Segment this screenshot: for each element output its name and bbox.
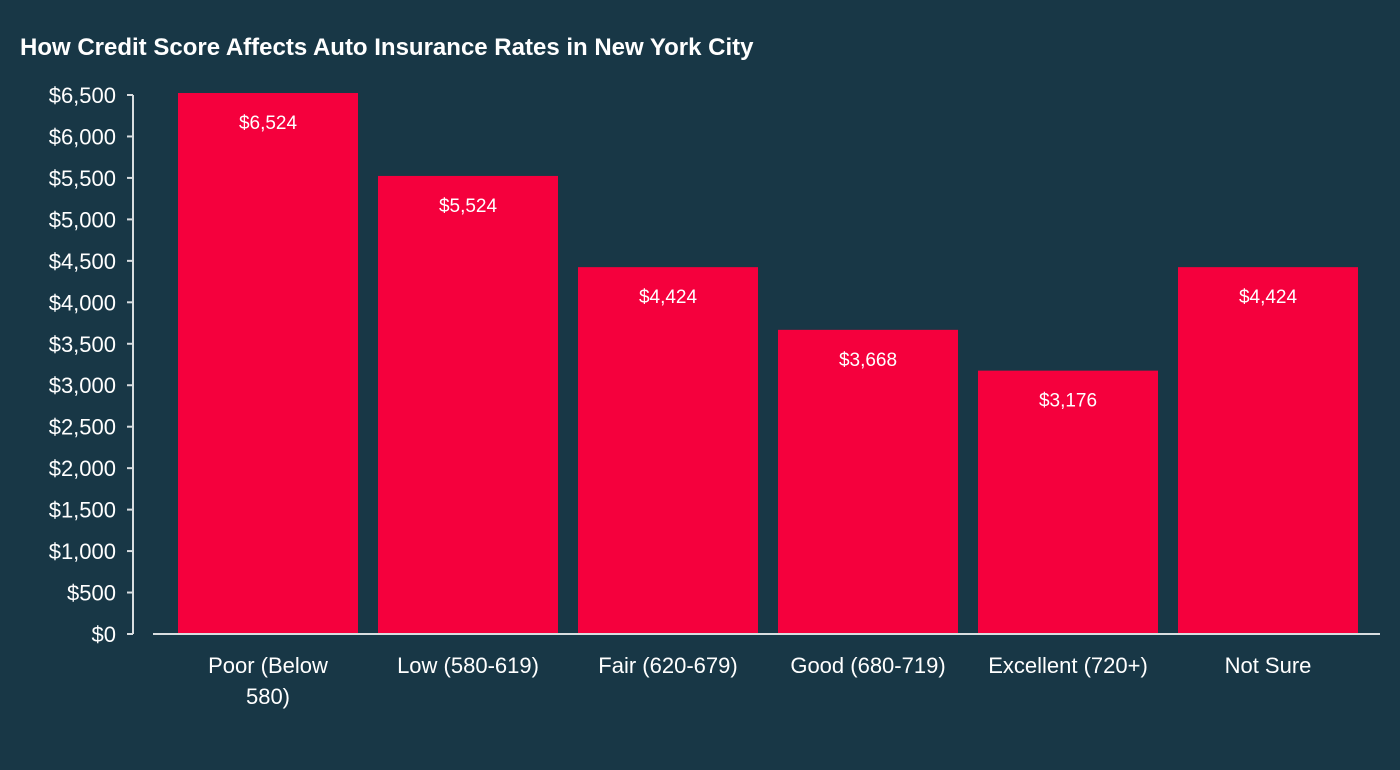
x-axis: Poor (Below 580) Low (580-619) Fair (620-67…: [153, 633, 1380, 709]
bar-value-label: $6,524: [239, 113, 298, 134]
bar-value-label: $4,424: [1239, 287, 1298, 308]
x-category-label: Excellent (720+): [988, 653, 1148, 678]
bar-value-label: $4,424: [639, 287, 698, 308]
y-tick-label: $1,000: [49, 539, 116, 564]
y-tick-label: $5,000: [49, 207, 116, 232]
y-tick-label: $4,000: [49, 290, 116, 315]
y-tick-label: $4,500: [49, 249, 116, 274]
bar-value-label: $3,176: [1039, 391, 1097, 412]
x-category-label: 580): [246, 684, 290, 709]
y-tick-label: $3,500: [49, 332, 116, 357]
y-tick-label: $3,000: [49, 373, 116, 398]
y-tick-label: $1,500: [49, 498, 116, 523]
bar: [1178, 267, 1358, 634]
y-tick-label: $2,500: [49, 415, 116, 440]
bars: $6,524 $5,524 $4,424 $3,668 $3,176 $4,424: [178, 93, 1358, 635]
bar: [778, 329, 958, 634]
bar: [178, 93, 358, 635]
y-tick-label: $2,000: [49, 456, 116, 481]
bar-value-label: $3,668: [839, 350, 897, 371]
y-tick-label: $6,500: [49, 83, 116, 108]
x-category-label: Good (680-719): [790, 653, 945, 678]
y-tick-label: $5,500: [49, 166, 116, 191]
y-tick-label: $0: [92, 622, 116, 647]
bar: [378, 175, 558, 634]
bar: [578, 267, 758, 634]
bar: [978, 370, 1158, 634]
x-category-label: Low (580-619): [397, 653, 539, 678]
x-category-label: Poor (Below: [208, 653, 328, 678]
y-axis: $0 $500 $1,000 $1,500 $2,000 $2,500 $3,000 $3,5…: [49, 83, 134, 647]
bar-value-label: $5,524: [439, 196, 498, 217]
y-tick-label: $6,000: [49, 124, 116, 149]
x-category-label: Not Sure: [1225, 653, 1312, 678]
y-tick-label: $500: [67, 581, 116, 606]
x-category-label: Fair (620-679): [598, 653, 737, 678]
chart-title: How Credit Score Affects Auto Insurance …: [20, 34, 754, 61]
